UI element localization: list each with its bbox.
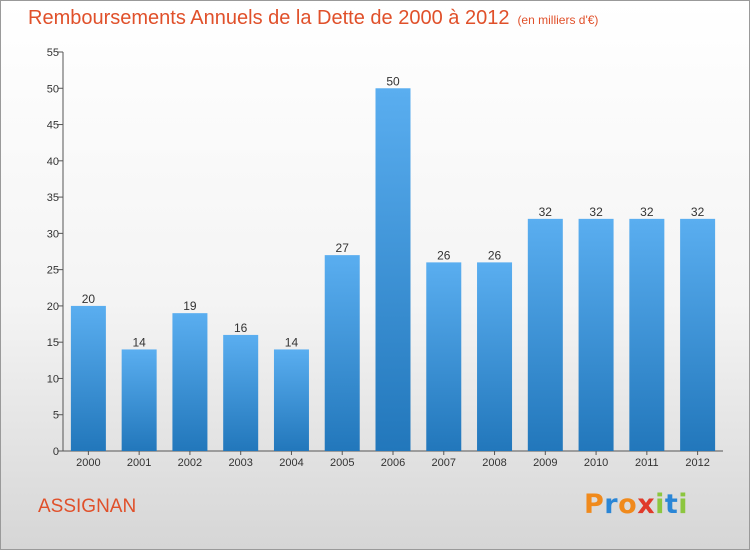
y-tick-label-30: 30 bbox=[47, 228, 59, 240]
bars bbox=[70, 88, 716, 451]
y-tick-label-40: 40 bbox=[47, 156, 59, 168]
bar-2002[interactable] bbox=[172, 313, 208, 451]
chart-title-text: Remboursements Annuels de la Dette de 20… bbox=[28, 7, 510, 29]
x-tick-label-2002: 2002 bbox=[178, 457, 202, 469]
value-label-2005: 27 bbox=[336, 241, 350, 255]
bar-2000[interactable] bbox=[70, 305, 106, 451]
x-tick-label-2003: 2003 bbox=[228, 457, 252, 469]
x-tick-label-2001: 2001 bbox=[127, 457, 151, 469]
x-tick-label-2008: 2008 bbox=[482, 457, 506, 469]
value-label-2008: 26 bbox=[488, 248, 502, 262]
y-tick-label-0: 0 bbox=[53, 446, 59, 458]
x-tick-label-2004: 2004 bbox=[279, 457, 303, 469]
proxiti-logo[interactable]: Proxiti bbox=[584, 489, 688, 520]
y-tick-label-35: 35 bbox=[47, 192, 59, 204]
bar-2006[interactable] bbox=[375, 88, 411, 451]
value-label-2012: 32 bbox=[691, 205, 705, 219]
y-tick-label-5: 5 bbox=[53, 410, 59, 422]
x-tick-label-2006: 2006 bbox=[381, 457, 405, 469]
bar-2007[interactable] bbox=[426, 262, 462, 451]
bar-2012[interactable] bbox=[680, 218, 716, 451]
value-label-2010: 32 bbox=[589, 205, 603, 219]
logo-letter: i bbox=[655, 489, 665, 520]
y-tick-label-45: 45 bbox=[47, 120, 59, 132]
chart-subtitle: (en milliers d'€) bbox=[517, 13, 599, 27]
x-tick-label-2007: 2007 bbox=[432, 457, 456, 469]
x-tick-label-2011: 2011 bbox=[635, 457, 659, 469]
logo-letter: t bbox=[664, 489, 679, 520]
value-label-2006: 50 bbox=[386, 74, 400, 88]
value-label-2000: 20 bbox=[82, 292, 96, 306]
commune-name: ASSIGNAN bbox=[38, 496, 137, 517]
bar-2011[interactable] bbox=[629, 218, 665, 451]
value-label-2007: 26 bbox=[437, 248, 451, 262]
y-tick-label-55: 55 bbox=[47, 47, 59, 59]
y-tick-label-25: 25 bbox=[47, 265, 59, 277]
value-label-2009: 32 bbox=[539, 205, 553, 219]
value-label-2003: 16 bbox=[234, 321, 248, 335]
value-label-2001: 14 bbox=[132, 335, 146, 349]
value-label-2004: 14 bbox=[285, 335, 299, 349]
logo-letter: i bbox=[678, 489, 689, 520]
bar-2005[interactable] bbox=[324, 255, 360, 451]
y-tick-label-10: 10 bbox=[47, 373, 59, 385]
bar-2001[interactable] bbox=[121, 349, 157, 451]
value-label-2002: 19 bbox=[183, 299, 197, 313]
bar-2009[interactable] bbox=[527, 218, 563, 451]
bar-2004[interactable] bbox=[273, 349, 309, 451]
value-label-2011: 32 bbox=[640, 205, 654, 219]
chart-title: Remboursements Annuels de la Dette de 20… bbox=[28, 7, 598, 30]
labels: 2000 20 2001 14 2002 19 2003 16 2004 14 2005 27 2006… bbox=[76, 74, 710, 469]
logo-letter: P bbox=[584, 489, 605, 520]
x-tick-label-2005: 2005 bbox=[330, 457, 354, 469]
x-tick-label-2000: 2000 bbox=[76, 457, 100, 469]
logo-letter: o bbox=[618, 489, 638, 520]
bar-2003[interactable] bbox=[223, 334, 259, 451]
y-tick-label-20: 20 bbox=[47, 301, 59, 313]
y-tick-label-50: 50 bbox=[47, 83, 59, 95]
logo-letter: r bbox=[604, 489, 619, 520]
logo-letter: x bbox=[637, 489, 656, 520]
y-tick-label-15: 15 bbox=[47, 337, 59, 349]
bar-2008[interactable] bbox=[477, 262, 513, 451]
x-tick-label-2009: 2009 bbox=[533, 457, 557, 469]
bar-2010[interactable] bbox=[578, 218, 614, 451]
x-tick-label-2010: 2010 bbox=[584, 457, 608, 469]
x-tick-label-2012: 2012 bbox=[685, 457, 709, 469]
